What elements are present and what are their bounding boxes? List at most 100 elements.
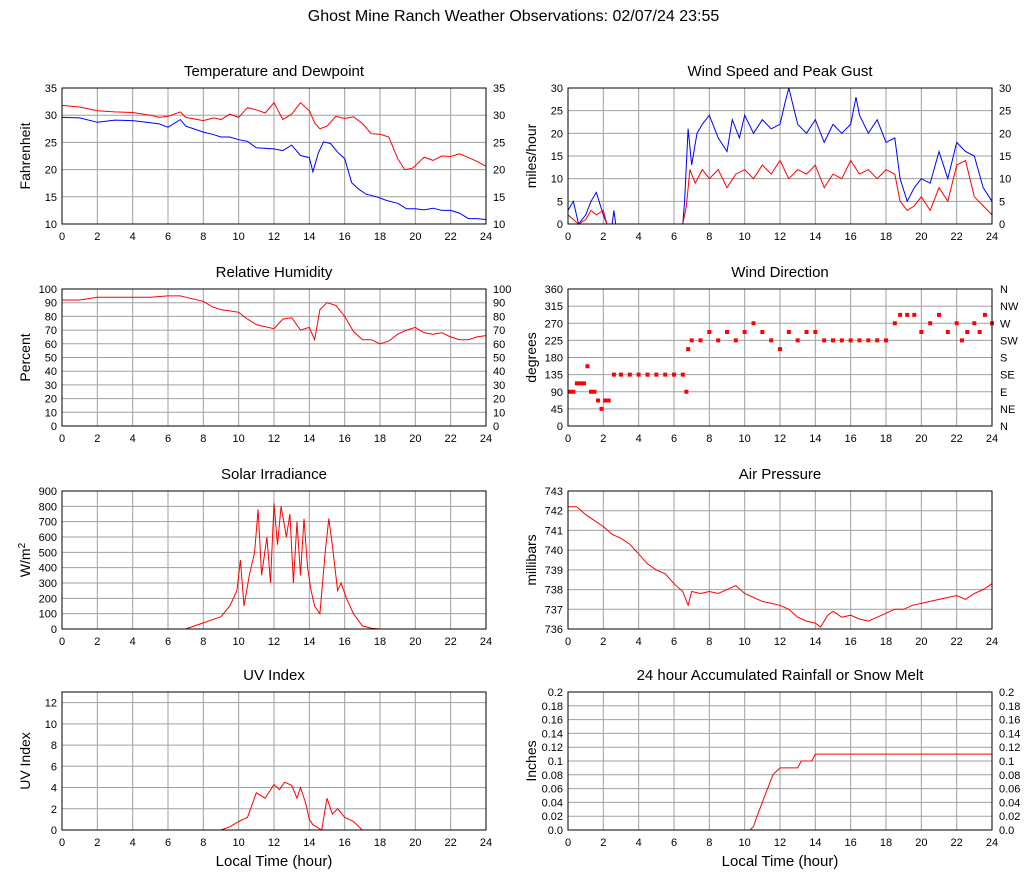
wind-direction-point	[716, 338, 721, 343]
x-tick-label: 18	[374, 231, 386, 243]
y-tick-label: 743	[545, 486, 563, 498]
wind-direction-point	[663, 372, 668, 377]
x-tick-label: 16	[845, 231, 857, 243]
wind-direction-point	[611, 372, 616, 377]
y-tick-label-right: 0.2	[999, 687, 1014, 699]
y-tick-label: 0.06	[542, 784, 563, 796]
wind-direction-point	[912, 312, 917, 317]
wind-direction-point	[672, 372, 676, 377]
y-tick-label-right: 0.16	[999, 715, 1020, 727]
y-axis-label: Fahrenheit	[17, 122, 33, 189]
compass-label: N	[1000, 421, 1008, 433]
wind-direction-point	[898, 312, 903, 317]
x-tick-label: 24	[480, 433, 492, 445]
x-tick-label: 14	[809, 231, 821, 243]
y-tick-label-right: 30	[493, 380, 505, 392]
y-tick-label: 0.1	[548, 756, 563, 768]
y-tick-label-right: 30	[493, 110, 505, 122]
y-tick-label-right: 25	[493, 137, 505, 149]
y-tick-label: 0	[557, 421, 563, 433]
y-tick-label: 90	[45, 298, 57, 310]
wind-direction-point	[972, 321, 977, 326]
wind-direction-point	[769, 338, 774, 343]
compass-label: NE	[1000, 404, 1015, 416]
wind-direction-point	[619, 372, 623, 377]
series-line	[567, 87, 993, 226]
plot-frame	[61, 288, 487, 427]
series-line	[62, 781, 486, 831]
y-tick-label-right: 0.02	[999, 811, 1020, 823]
y-tick-label: 25	[551, 106, 563, 118]
series-line	[61, 101, 487, 171]
y-tick-label: 40	[45, 366, 57, 378]
wind-direction-point	[866, 338, 871, 343]
y-axis-label: Percent	[17, 333, 33, 381]
wind-direction-point	[822, 338, 827, 343]
y-tick-label-right: 25	[999, 106, 1011, 118]
wind-direction-point	[795, 338, 800, 343]
x-tick-label: 4	[130, 837, 136, 849]
y-tick-label: 20	[551, 128, 563, 140]
y-tick-label: 600	[39, 532, 57, 544]
y-tick-label-right: 0.04	[999, 797, 1020, 809]
y-tick-label: 700	[39, 517, 57, 529]
wind-direction-point	[592, 389, 597, 394]
y-tick-label: 25	[45, 137, 57, 149]
y-tick-label: 740	[545, 545, 563, 557]
y-tick-label: 135	[545, 370, 563, 382]
wind-direction-point	[760, 330, 765, 335]
x-tick-label: 12	[774, 231, 786, 243]
y-tick-label: 0	[51, 624, 57, 636]
x-tick-label: 8	[706, 837, 712, 849]
x-tick-label: 8	[200, 636, 206, 648]
x-tick-label: 20	[409, 636, 421, 648]
x-tick-label: 10	[233, 231, 245, 243]
plot-frame	[61, 87, 487, 225]
wind-direction-point	[982, 312, 987, 317]
x-tick-label: 6	[671, 837, 677, 849]
y-axis-label: W/m2	[17, 542, 34, 577]
wind-direction-point	[778, 347, 782, 352]
x-tick-label: 8	[200, 231, 206, 243]
wind-direction-point	[751, 321, 756, 326]
y-tick-label: 270	[545, 318, 563, 330]
plot-frame	[567, 691, 993, 831]
y-tick-label: 800	[39, 501, 57, 513]
x-tick-label: 10	[739, 433, 751, 445]
x-tick-label: 18	[880, 636, 892, 648]
wind-direction-point	[954, 321, 959, 326]
y-tick-label: 2	[51, 804, 57, 816]
wind-direction-point	[928, 321, 933, 326]
y-tick-label-right: 50	[493, 353, 505, 365]
x-tick-label: 14	[809, 433, 821, 445]
x-tick-label: 22	[445, 433, 457, 445]
y-tick-label-right: 90	[493, 298, 505, 310]
chart-title: Temperature and Dewpoint	[184, 63, 365, 80]
series-line	[61, 116, 487, 221]
series-line	[568, 506, 993, 628]
x-tick-label: 18	[374, 636, 386, 648]
y-tick-label: 738	[545, 585, 563, 597]
x-tick-label: 16	[845, 636, 857, 648]
x-tick-label: 6	[671, 433, 677, 445]
y-tick-label-right: 0.12	[999, 742, 1020, 754]
y-axis-label: millibars	[523, 534, 539, 585]
y-tick-label: 0.12	[542, 742, 563, 754]
y-tick-label: 360	[545, 284, 563, 296]
y-tick-label-right: 10	[493, 407, 505, 419]
x-tick-label: 0	[59, 433, 65, 445]
x-tick-label: 22	[445, 231, 457, 243]
x-tick-label: 22	[951, 636, 963, 648]
x-tick-label: 24	[986, 837, 998, 849]
y-tick-label: 12	[45, 698, 57, 710]
x-tick-label: 14	[303, 433, 315, 445]
wind-direction-point	[585, 364, 590, 369]
y-tick-label: 0.02	[542, 811, 563, 823]
y-tick-label-right: 15	[999, 151, 1011, 163]
x-tick-label: 2	[94, 837, 100, 849]
